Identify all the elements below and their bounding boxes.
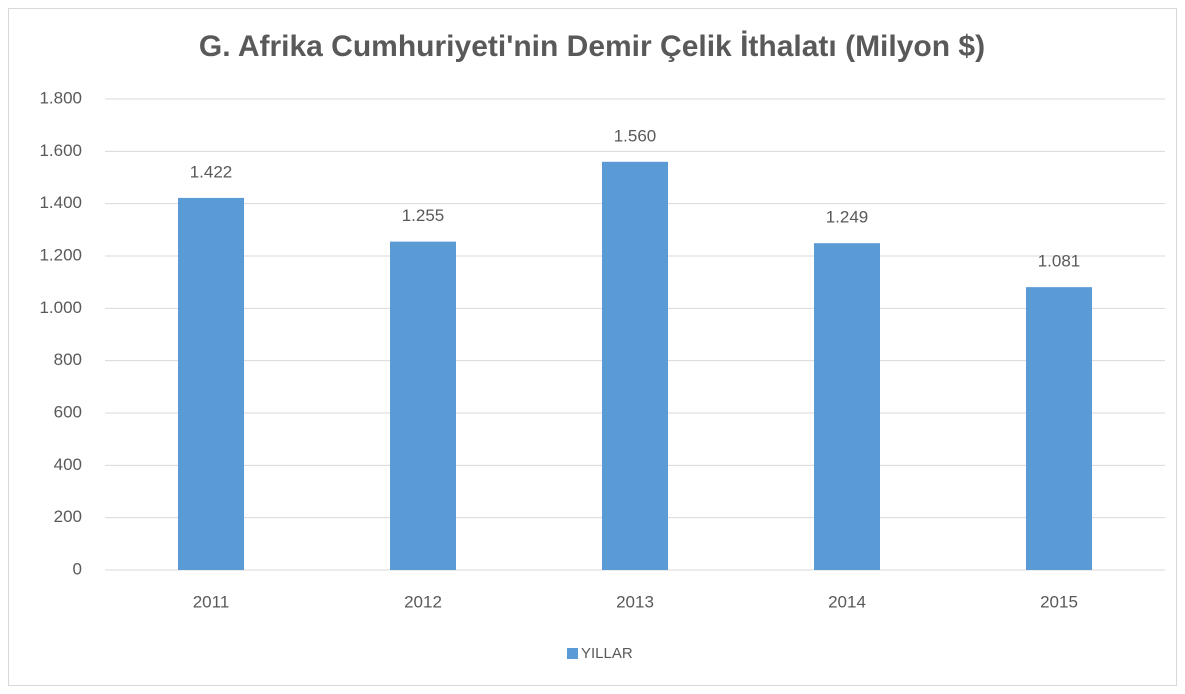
y-tick-label: 400 — [54, 455, 82, 474]
bar — [178, 197, 244, 570]
y-tick-label: 1.800 — [39, 88, 82, 107]
x-tick-label: 2015 — [1040, 592, 1078, 611]
legend-label: YILLAR — [581, 645, 633, 662]
data-label: 1.081 — [1038, 252, 1081, 271]
bar — [602, 161, 668, 571]
y-tick-label: 200 — [54, 507, 82, 526]
chart-title: G. Afrika Cumhuriyeti'nin Demir Çelik İt… — [199, 30, 985, 63]
bar — [814, 243, 880, 570]
data-label: 1.422 — [190, 162, 233, 181]
data-label: 1.560 — [614, 126, 657, 145]
y-tick-label: 600 — [54, 402, 82, 421]
x-tick-label: 2013 — [616, 592, 654, 611]
bar — [390, 241, 456, 570]
data-label: 1.255 — [402, 206, 445, 225]
x-tick-label: 2014 — [828, 592, 866, 611]
bar — [1026, 287, 1092, 570]
x-tick-label: 2012 — [404, 592, 442, 611]
y-tick-label: 0 — [73, 559, 82, 578]
legend-swatch — [567, 648, 578, 659]
y-tick-label: 1.400 — [39, 193, 82, 212]
data-label: 1.249 — [826, 208, 869, 227]
y-tick-label: 1.000 — [39, 298, 82, 317]
y-tick-label: 1.200 — [39, 245, 82, 264]
y-tick-label: 800 — [54, 350, 82, 369]
x-tick-label: 2011 — [193, 592, 230, 611]
y-tick-label: 1.600 — [39, 141, 82, 160]
